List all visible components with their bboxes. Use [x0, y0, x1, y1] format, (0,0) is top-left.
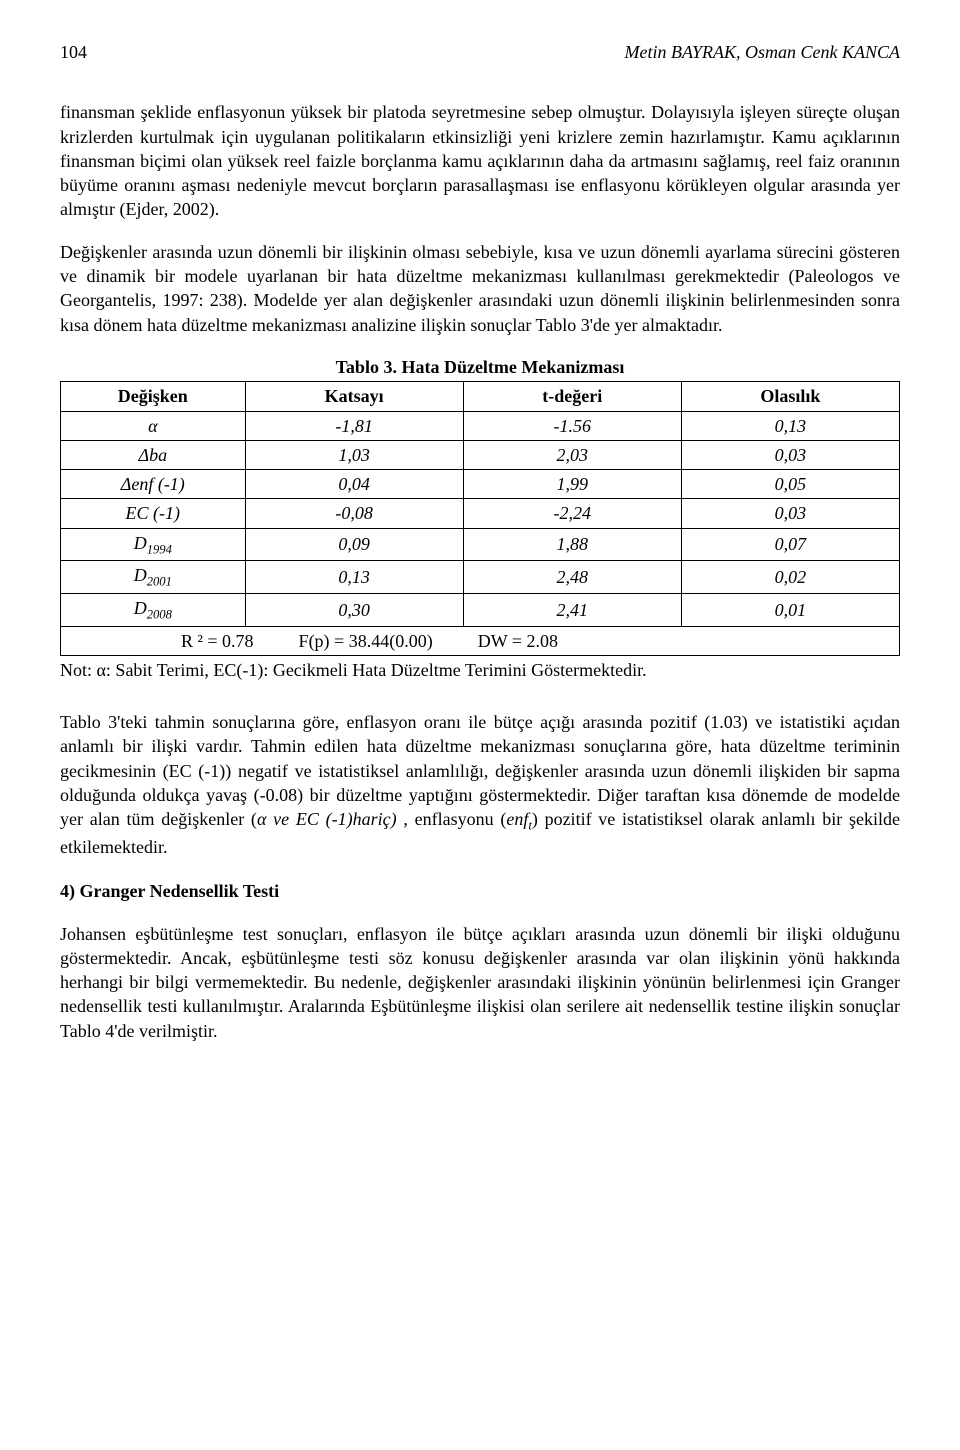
cell-tvalue: -2,24: [463, 499, 681, 528]
page-number: 104: [60, 40, 87, 64]
cell-coef: -1,81: [245, 411, 463, 440]
cell-tvalue: 1,99: [463, 470, 681, 499]
table-row: Δba1,032,030,03: [61, 440, 900, 469]
cell-coef: 0,13: [245, 561, 463, 594]
table-body: α-1,81-1.560,13Δba1,032,030,03Δenf (-1)0…: [61, 411, 900, 626]
cell-coef: -0,08: [245, 499, 463, 528]
cell-variable: EC (-1): [61, 499, 246, 528]
p3-part-b: , enflasyonu (: [397, 809, 507, 829]
cell-prob: 0,02: [681, 561, 899, 594]
page-header: 104 Metin BAYRAK, Osman Cenk KANCA: [60, 40, 900, 64]
cell-coef: 0,30: [245, 593, 463, 626]
paragraph-2: Değişkenler arasında uzun dönemli bir il…: [60, 240, 900, 337]
paragraph-4: Johansen eşbütünleşme test sonuçları, en…: [60, 922, 900, 1043]
table-caption: Tablo 3. Hata Düzeltme Mekanizması: [60, 355, 900, 379]
cell-prob: 0,01: [681, 593, 899, 626]
table-row: D19940,091,880,07: [61, 528, 900, 561]
table-footer-stats: R ² = 0.78 F(p) = 38.44(0.00) DW = 2.08: [61, 626, 900, 655]
table-footer-row: R ² = 0.78 F(p) = 38.44(0.00) DW = 2.08: [61, 626, 900, 655]
table-row: D20080,302,410,01: [61, 593, 900, 626]
cell-coef: 1,03: [245, 440, 463, 469]
cell-prob: 0,13: [681, 411, 899, 440]
cell-prob: 0,07: [681, 528, 899, 561]
cell-prob: 0,03: [681, 440, 899, 469]
col-header-coef: Katsayı: [245, 382, 463, 411]
col-header-tvalue: t-değeri: [463, 382, 681, 411]
section-heading-granger: 4) Granger Nedensellik Testi: [60, 879, 900, 903]
col-header-variable: Değişken: [61, 382, 246, 411]
cell-variable: D1994: [61, 528, 246, 561]
table-row: Δenf (-1)0,041,990,05: [61, 470, 900, 499]
cell-coef: 0,09: [245, 528, 463, 561]
table-row: D20010,132,480,02: [61, 561, 900, 594]
paragraph-1: finansman şeklide enflasyonun yüksek bir…: [60, 100, 900, 221]
cell-variable: D2001: [61, 561, 246, 594]
cell-tvalue: 2,03: [463, 440, 681, 469]
col-header-prob: Olasılık: [681, 382, 899, 411]
cell-coef: 0,04: [245, 470, 463, 499]
cell-variable: Δenf (-1): [61, 470, 246, 499]
cell-variable: Δba: [61, 440, 246, 469]
cell-variable: D2008: [61, 593, 246, 626]
p3-italic-1: α ve EC (-1)hariç): [257, 809, 397, 829]
cell-prob: 0,05: [681, 470, 899, 499]
cell-prob: 0,03: [681, 499, 899, 528]
cell-variable: α: [61, 411, 246, 440]
cell-tvalue: 2,41: [463, 593, 681, 626]
table-note: Not: α: Sabit Terimi, EC(-1): Gecikmeli …: [60, 658, 900, 682]
paragraph-3: Tablo 3'teki tahmin sonuçlarına göre, en…: [60, 710, 900, 859]
table-header-row: Değişken Katsayı t-değeri Olasılık: [61, 382, 900, 411]
table-row: EC (-1)-0,08-2,240,03: [61, 499, 900, 528]
cell-tvalue: -1.56: [463, 411, 681, 440]
cell-tvalue: 1,88: [463, 528, 681, 561]
p3-italic-2: enf: [506, 809, 528, 829]
cell-tvalue: 2,48: [463, 561, 681, 594]
table-row: α-1,81-1.560,13: [61, 411, 900, 440]
table-3: Değişken Katsayı t-değeri Olasılık α-1,8…: [60, 381, 900, 656]
header-authors: Metin BAYRAK, Osman Cenk KANCA: [625, 40, 900, 64]
